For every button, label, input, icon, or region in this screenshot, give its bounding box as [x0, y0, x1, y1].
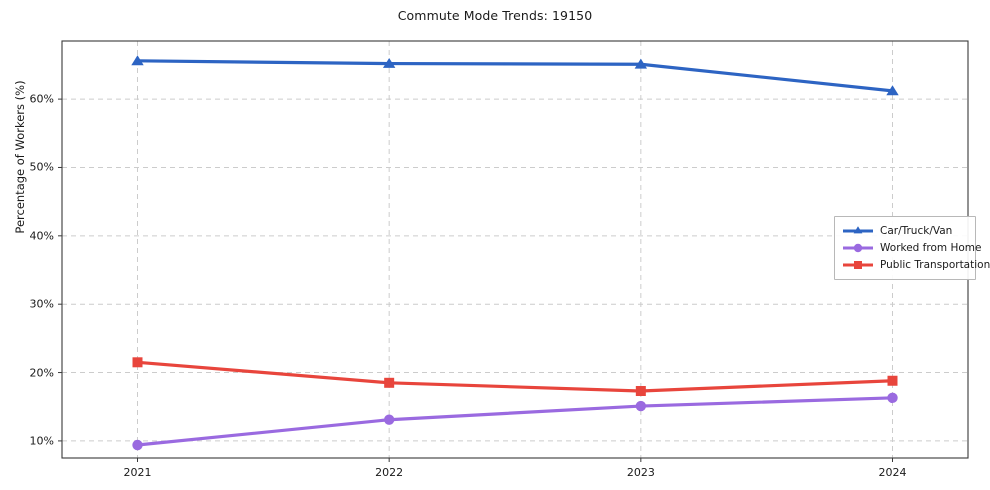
legend-swatch-car-truck-van — [843, 225, 873, 233]
y-tick-label: 40% — [29, 229, 54, 243]
legend-item-public-transportation: Public Transportation — [842, 256, 990, 273]
chart-legend: Car/Truck/Van Worked from Home Public Tr… — [834, 216, 990, 280]
legend-item-car-truck-van: Car/Truck/Van — [842, 222, 968, 239]
gridlines — [62, 41, 968, 458]
y-tick-label: 10% — [29, 434, 54, 448]
data-point-marker — [635, 386, 646, 397]
series-car-truck-van — [131, 55, 899, 96]
plot-frame — [61, 40, 969, 459]
y-tick-label: 20% — [29, 366, 54, 380]
legend-swatch-worked-from-home — [843, 243, 873, 252]
x-tick-label: 2021 — [123, 466, 152, 479]
data-point-marker — [131, 55, 144, 66]
x-tick-label: 2023 — [626, 466, 655, 479]
data-point-marker — [382, 57, 396, 68]
data-point-marker — [132, 357, 143, 368]
y-tick-label: 60% — [29, 92, 54, 106]
series-line — [135, 360, 895, 393]
x-tick-label: 2024 — [878, 466, 907, 479]
legend-label-car-truck-van: Car/Truck/Van — [880, 224, 953, 237]
series-line — [135, 59, 895, 93]
series-public-transportation — [132, 357, 898, 397]
axis-ticks — [58, 98, 893, 462]
legend-label-public-transportation: Public Transportation — [880, 258, 990, 271]
data-point-marker — [634, 58, 648, 69]
data-point-marker — [132, 439, 143, 451]
y-tick-label: 30% — [29, 297, 54, 311]
series-line — [135, 396, 895, 447]
data-point-marker — [635, 400, 647, 412]
legend-label-worked-from-home: Worked from Home — [880, 241, 982, 254]
data-series-layer — [131, 55, 899, 451]
chart-title: Commute Mode Trends: 19150 — [397, 8, 593, 23]
legend-swatch-public-transportation — [843, 260, 873, 269]
series-worked-from-home — [132, 392, 898, 451]
data-point-marker — [383, 414, 395, 425]
x-tick-label: 2022 — [375, 466, 404, 479]
data-point-marker — [887, 375, 898, 386]
data-point-marker — [384, 377, 395, 388]
legend-item-worked-from-home: Worked from Home — [842, 239, 981, 256]
y-tick-label: 50% — [29, 160, 54, 174]
data-point-marker — [887, 392, 898, 404]
data-point-marker — [886, 85, 899, 96]
